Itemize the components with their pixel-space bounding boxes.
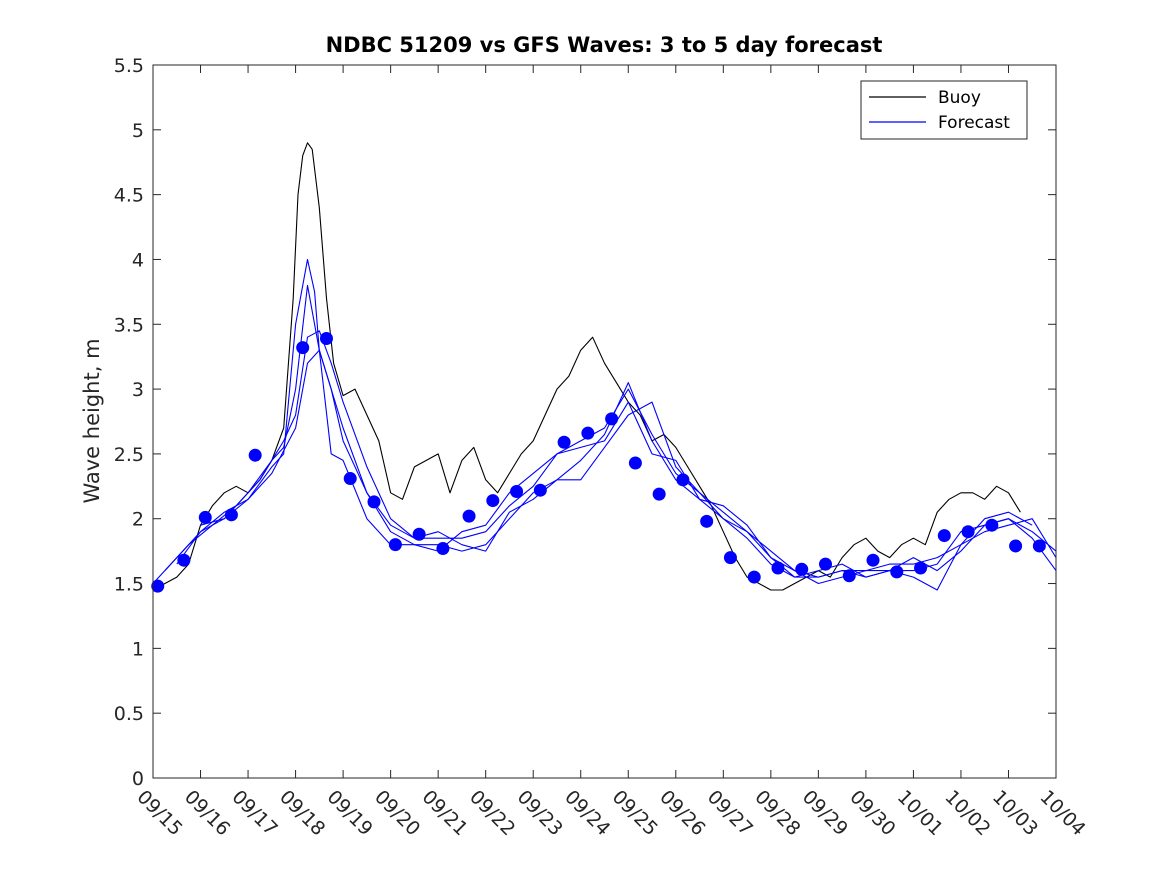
forecast-marker <box>1009 539 1023 553</box>
forecast-marker <box>628 456 642 470</box>
forecast-marker <box>842 569 856 583</box>
legend-box <box>860 80 1028 140</box>
y-tick-label: 4 <box>132 249 144 271</box>
plot-area <box>151 142 1057 593</box>
forecast-marker <box>557 435 571 449</box>
forecast-marker <box>961 525 975 539</box>
forecast-marker <box>151 579 165 593</box>
forecast-marker <box>985 518 999 532</box>
buoy-layer <box>152 142 1021 591</box>
y-axis-label: Wave height, m <box>80 338 104 503</box>
forecast-marker <box>367 495 381 509</box>
plot-frame <box>152 64 1057 779</box>
forecast-marker <box>914 561 928 575</box>
forecast-marker <box>224 508 238 522</box>
y-tick-label: 0.5 <box>114 703 144 725</box>
forecast-marker <box>388 538 402 552</box>
forecast-marker <box>771 561 785 575</box>
forecast-marker <box>1032 539 1046 553</box>
forecast-marker <box>177 553 191 567</box>
forecast-marker <box>510 485 524 499</box>
forecast-marker <box>581 426 595 440</box>
forecast-marker <box>462 509 476 523</box>
forecast-marker <box>319 332 333 346</box>
forecast-marker <box>818 557 832 571</box>
y-tick-labels: 0 0.5 1 1.5 2 2.5 3 3.5 4 4.5 5 5.5 <box>114 55 144 790</box>
forecast-marker <box>652 487 666 501</box>
forecast-marker <box>676 473 690 487</box>
y-tick-label: 3.5 <box>114 314 144 336</box>
legend-forecast-label: Forecast <box>938 113 1010 133</box>
forecast-marker <box>198 510 212 524</box>
y-tick-label: 3 <box>132 379 144 401</box>
buoy-line <box>152 142 1021 591</box>
forecast-marker <box>723 551 737 565</box>
forecast-marker <box>700 514 714 528</box>
y-tick-label: 5 <box>132 120 144 142</box>
chart-title: NDBC 51209 vs GFS Waves: 3 to 5 day fore… <box>326 33 883 57</box>
forecast-marker <box>747 570 761 584</box>
forecast-marker <box>890 565 904 579</box>
legend: Buoy Forecast <box>860 80 1028 140</box>
y-tick-label: 2 <box>132 509 144 531</box>
forecast-marker <box>486 494 500 508</box>
forecast-marker <box>436 542 450 556</box>
y-tick-label: 0 <box>132 768 144 790</box>
axis-ticks <box>152 64 1057 779</box>
forecast-markers <box>151 332 1046 593</box>
y-tick-label: 4.5 <box>114 185 144 207</box>
y-tick-label: 1 <box>132 638 144 660</box>
legend-buoy-label: Buoy <box>938 88 981 108</box>
y-tick-label: 2.5 <box>114 444 144 466</box>
forecast-marker <box>795 562 809 576</box>
forecast-marker <box>533 483 547 497</box>
forecast-line <box>164 330 1033 578</box>
forecast-marker <box>343 472 357 486</box>
y-tick-label: 5.5 <box>114 55 144 77</box>
y-tick-label: 1.5 <box>114 574 144 596</box>
forecast-marker <box>412 527 426 541</box>
forecast-marker <box>248 448 262 462</box>
forecast-marker <box>937 529 951 543</box>
forecast-marker <box>605 412 619 426</box>
forecast-marker <box>296 341 310 355</box>
forecast-marker <box>866 553 880 567</box>
